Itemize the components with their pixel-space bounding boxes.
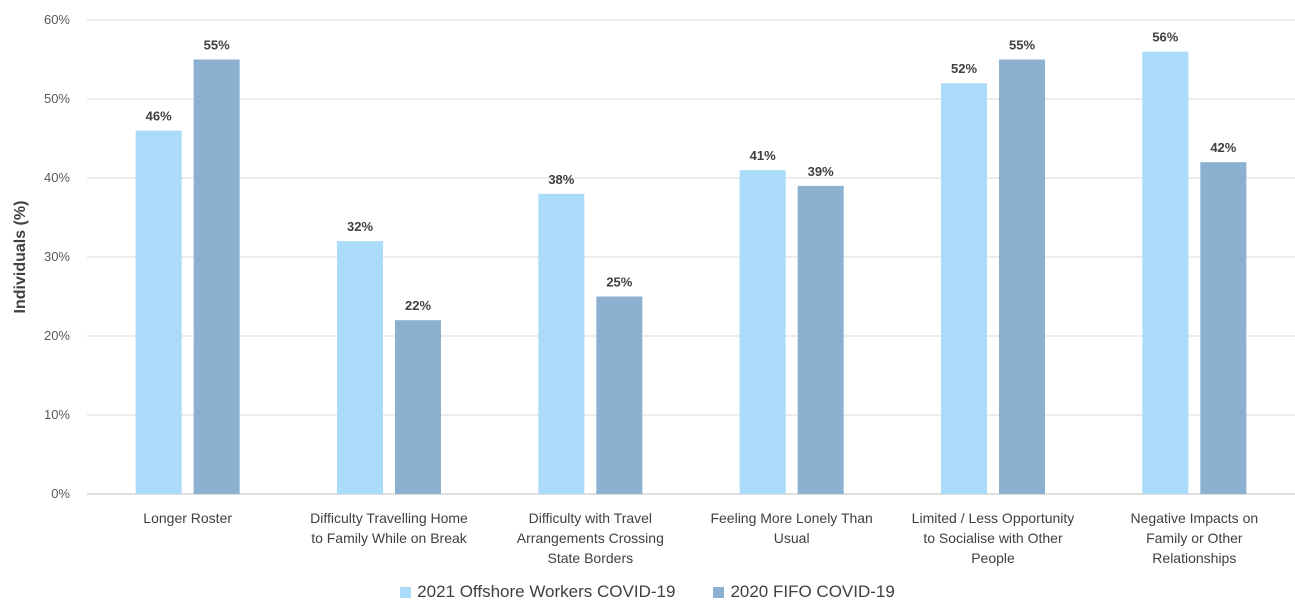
category-label-line: to Family While on Break — [311, 530, 468, 546]
bars — [135, 51, 1247, 495]
data-label: 41% — [750, 148, 776, 163]
category-label-line: Negative Impacts on — [1131, 510, 1259, 526]
bar-series-1 — [739, 170, 786, 494]
legend-item-series-1: 2021 Offshore Workers COVID-19 — [400, 582, 675, 602]
data-label: 46% — [146, 109, 172, 124]
data-labels: 46% 55% 32% 22% 38% 25% 41% 39% 52% 55% 56% 42% — [146, 30, 1237, 314]
category-label-line: State Borders — [548, 550, 634, 566]
data-label: 22% — [405, 298, 431, 313]
category-label: Negative Impacts on Family or Other Relati… — [1131, 510, 1259, 566]
bar-series-1 — [135, 130, 182, 494]
data-label: 52% — [951, 61, 977, 76]
data-label: 32% — [347, 219, 373, 234]
bar-series-2 — [1200, 162, 1247, 494]
data-label: 56% — [1152, 30, 1178, 45]
category-label-line: Longer Roster — [143, 510, 232, 526]
legend: 2021 Offshore Workers COVID-19 2020 FIFO… — [0, 581, 1295, 603]
category-label-line: Difficulty with Travel — [529, 510, 652, 526]
y-tick-label: 10% — [44, 407, 70, 422]
bar-series-2 — [596, 296, 643, 494]
category-label: Difficulty Travelling Home to Family Whil… — [310, 510, 468, 546]
bar-series-2 — [999, 59, 1045, 494]
y-tick-label: 40% — [44, 170, 70, 185]
category-label-line: Arrangements Crossing — [517, 530, 664, 546]
legend-label: 2020 FIFO COVID-19 — [730, 582, 895, 601]
y-tick-label: 50% — [44, 91, 70, 106]
category-label-line: Relationships — [1152, 550, 1236, 566]
data-label: 38% — [548, 172, 574, 187]
data-label: 39% — [808, 164, 834, 179]
data-label: 42% — [1210, 140, 1236, 155]
category-label-line: Difficulty Travelling Home — [310, 510, 468, 526]
y-axis-label: Individuals (%) — [12, 201, 29, 314]
y-tick-label: 60% — [44, 12, 70, 27]
x-axis-categories: Longer Roster Difficulty Travelling Home t… — [143, 510, 1258, 566]
legend-swatch — [713, 586, 725, 598]
gridlines — [87, 19, 1295, 495]
y-axis-ticks: 0% 10% 20% 30% 40% 50% 60% — [44, 12, 70, 501]
bar-series-1 — [1142, 51, 1189, 494]
bar-series-1 — [337, 241, 383, 494]
bar-series-2 — [193, 59, 240, 494]
legend-item-series-2: 2020 FIFO COVID-19 — [713, 582, 895, 602]
category-label-line: Family or Other — [1146, 530, 1243, 546]
data-label: 25% — [606, 275, 632, 290]
y-tick-label: 0% — [51, 486, 70, 501]
category-label-line: People — [971, 550, 1015, 566]
category-label-line: Limited / Less Opportunity — [912, 510, 1075, 526]
y-tick-label: 20% — [44, 328, 70, 343]
category-label-line: to Socialise with Other — [923, 530, 1063, 546]
data-label: 55% — [204, 38, 230, 53]
bar-series-1 — [941, 83, 987, 494]
legend-label: 2021 Offshore Workers COVID-19 — [417, 582, 676, 601]
data-label: 55% — [1009, 38, 1035, 53]
category-label: Longer Roster — [143, 510, 232, 526]
bar-series-1 — [538, 193, 585, 495]
bar-series-2 — [797, 185, 844, 494]
bar-series-2 — [395, 320, 441, 494]
category-label: Feeling More Lonely Than Usual — [710, 510, 872, 546]
y-tick-label: 30% — [44, 249, 70, 264]
category-label-line: Usual — [774, 530, 810, 546]
bar-chart: 0%10%20%30%40%50%60% 46%55%32%22%38%25%4… — [12, 12, 1295, 566]
legend-swatch — [400, 586, 412, 598]
category-label: Limited / Less Opportunity to Socialise w… — [912, 510, 1075, 566]
category-label-line: Feeling More Lonely Than — [710, 510, 872, 526]
category-label: Difficulty with Travel Arrangements Cross… — [517, 510, 664, 566]
